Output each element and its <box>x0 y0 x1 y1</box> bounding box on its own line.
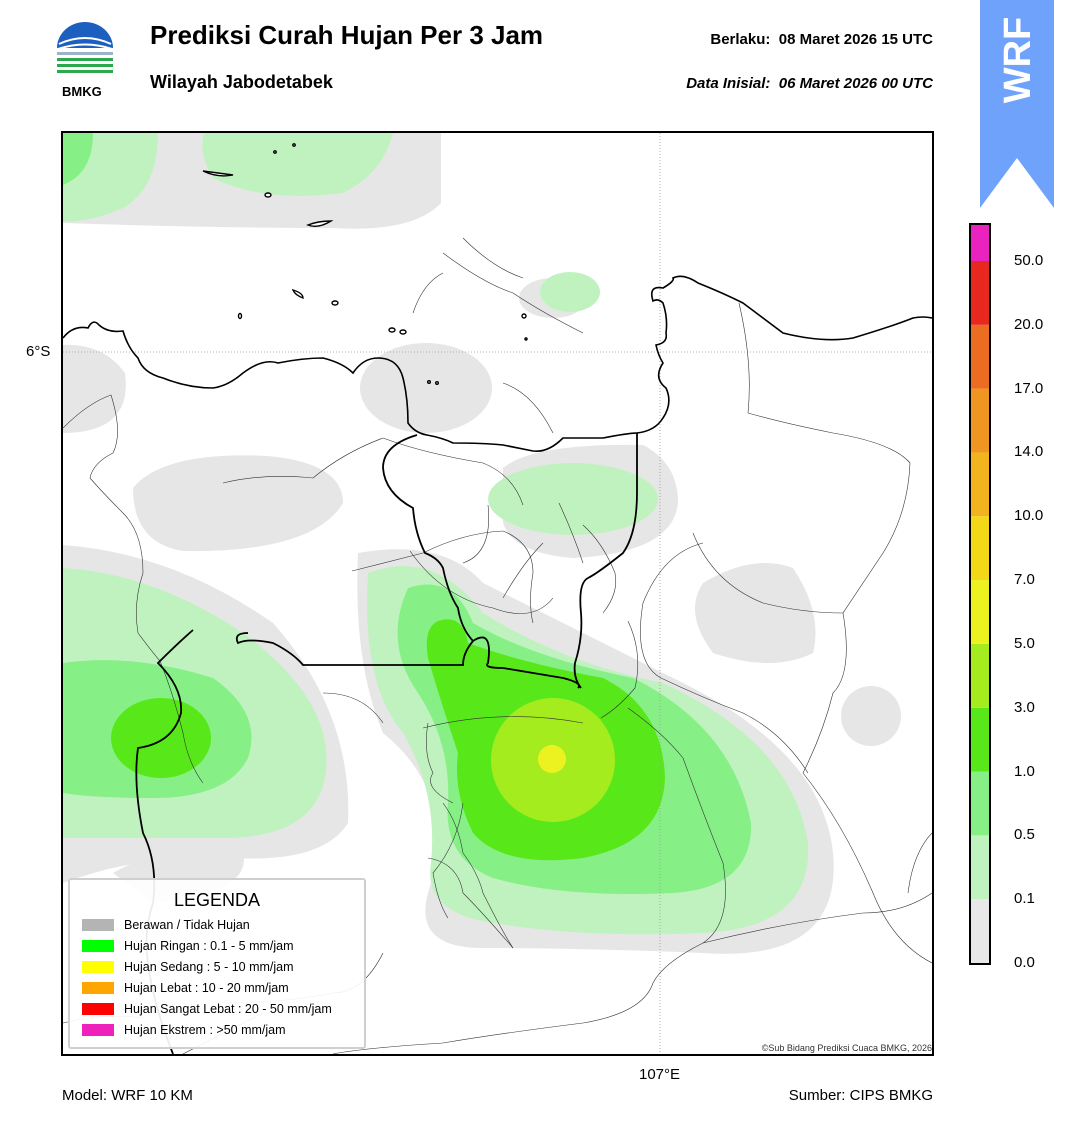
colorbar-tick-label: 14.0 <box>1014 443 1044 461</box>
colorbar-segment <box>971 771 989 836</box>
legend-label: Hujan Ekstrem : >50 mm/jam <box>124 1023 286 1037</box>
legend-item-cloudy: Berawan / Tidak Hujan <box>82 917 250 933</box>
colorbar-segment <box>971 225 989 261</box>
colorbar-tick-label: 1.0 <box>1014 762 1035 780</box>
legend-title: LEGENDA <box>173 890 261 910</box>
model-label: Model: WRF 10 KM <box>62 1087 193 1104</box>
legend-item-extreme-rain: Hujan Ekstrem : >50 mm/jam <box>82 1022 286 1038</box>
colorbar-tick-label: 0.1 <box>1014 890 1035 908</box>
valid-value: 08 Maret 2026 15 UTC <box>778 31 933 48</box>
legend-label: Hujan Ringan : 0.1 - 5 mm/jam <box>124 939 294 953</box>
legend-swatch <box>82 919 114 931</box>
colorbar-tick-label: 5.0 <box>1014 634 1035 652</box>
colorbar-segment <box>971 707 989 772</box>
district-boundaries <box>63 237 932 1054</box>
source-label: Sumber: CIPS BMKG <box>788 1087 933 1104</box>
colorbar-segment <box>971 388 989 453</box>
colorbar-tick-label: 0.0 <box>1014 954 1035 971</box>
wrf-badge: WRF <box>980 0 1054 208</box>
legend-swatch <box>82 982 114 994</box>
legend-label: Hujan Lebat : 10 - 20 mm/jam <box>124 981 289 995</box>
init-time: Data Inisial: 06 Maret 2026 00 UTC <box>686 75 933 92</box>
colorbar-segment <box>971 580 989 644</box>
colorbar-segment <box>971 835 989 900</box>
colorbar-tick-label: 10.0 <box>1014 507 1044 525</box>
legend-label: Berawan / Tidak Hujan <box>124 918 250 932</box>
legend-item-very-heavy-rain: Hujan Sangat Lebat : 20 - 50 mm/jam <box>82 1001 332 1017</box>
colorbar-segment <box>971 452 989 517</box>
colorbar-segment <box>971 324 989 389</box>
colorbar-canvas <box>969 223 991 965</box>
legend-label: Hujan Sangat Lebat : 20 - 50 mm/jam <box>124 1002 332 1016</box>
rainfall-map <box>61 131 934 1056</box>
legend-swatch <box>82 1024 114 1036</box>
map-canvas <box>63 133 932 1054</box>
colorbar-frame <box>969 223 991 965</box>
map-credit: ©Sub Bidang Prediksi Cuaca BMKG, 2026 <box>761 1043 932 1053</box>
valid-label: Berlaku: <box>710 31 771 48</box>
colorbar-tick-label: 3.0 <box>1014 698 1035 716</box>
colorbar-segment <box>971 261 989 325</box>
colorbar-segment <box>971 516 989 581</box>
rain-5-layer <box>538 745 566 773</box>
islands <box>202 143 528 385</box>
bmkg-logo <box>54 22 116 82</box>
lon-tick-label: 107°E <box>639 1066 681 1083</box>
colorbar-tick-label: 7.0 <box>1014 571 1035 589</box>
colorbar-tick-label: 17.0 <box>1014 379 1044 397</box>
wrf-badge-text: WRF <box>997 17 1039 104</box>
lat-tick-label: 6°S <box>26 343 51 360</box>
colorbar-tick-label: 50.0 <box>1014 252 1044 269</box>
legend-swatch <box>82 1003 114 1015</box>
colorbar-segment <box>971 899 989 963</box>
legend-item-heavy-rain: Hujan Lebat : 10 - 20 mm/jam <box>82 980 289 996</box>
colorbar-segment <box>971 643 989 708</box>
init-value: 06 Maret 2026 00 UTC <box>778 75 933 92</box>
legend-item-moderate-rain: Hujan Sedang : 5 - 10 mm/jam <box>82 959 294 975</box>
coastline <box>63 275 932 453</box>
logo-text: BMKG <box>62 84 102 99</box>
legend-swatch <box>82 961 114 973</box>
legend-label: Hujan Sedang : 5 - 10 mm/jam <box>124 960 294 974</box>
page-title: Prediksi Curah Hujan Per 3 Jam <box>150 20 544 50</box>
legend-swatch <box>82 940 114 952</box>
colorbar <box>969 223 991 965</box>
init-label: Data Inisial: <box>686 75 771 92</box>
legend-item-light-rain: Hujan Ringan : 0.1 - 5 mm/jam <box>82 938 294 954</box>
legend-box: LEGENDA Berawan / Tidak Hujan Hujan Ring… <box>68 878 366 1049</box>
page-subtitle: Wilayah Jabodetabek <box>150 72 333 92</box>
valid-time: Berlaku: 08 Maret 2026 15 UTC <box>710 31 933 48</box>
colorbar-tick-label: 0.5 <box>1014 826 1035 844</box>
colorbar-tick-label: 20.0 <box>1014 315 1044 333</box>
